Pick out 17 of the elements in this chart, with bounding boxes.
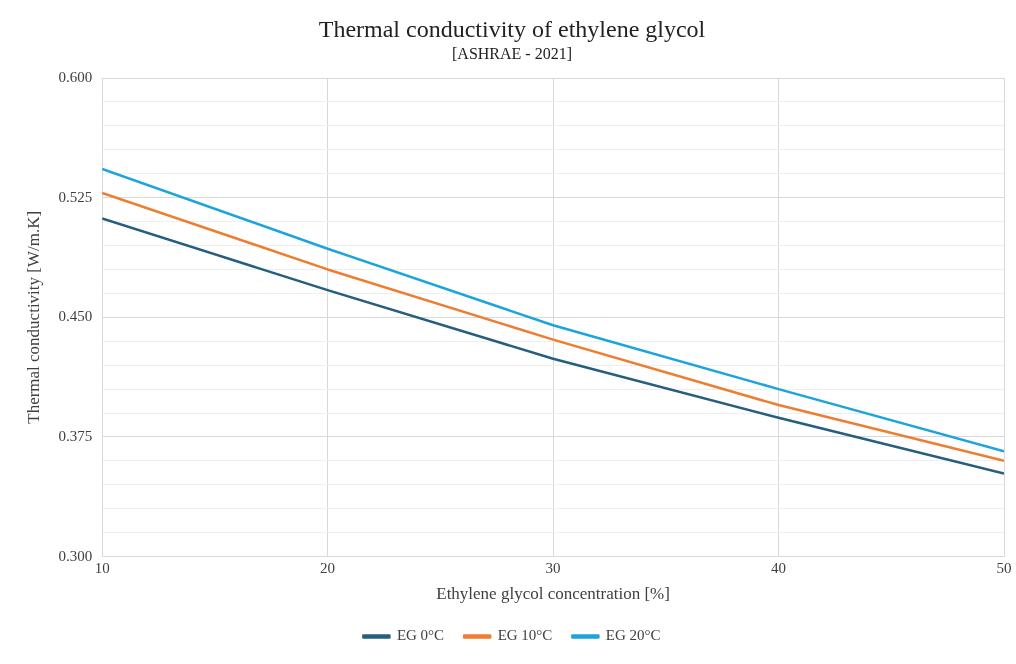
legend-label: EG 10°C: [497, 627, 553, 644]
x-tick-label: 50: [996, 559, 1012, 576]
y-axis-title: Thermal conductivity [W/m.K]: [23, 210, 43, 424]
y-tick-label: 0.600: [58, 68, 93, 85]
y-tick-label: 0.300: [58, 547, 93, 564]
x-tick-label: 20: [320, 559, 336, 576]
chart-subtitle: [ASHRAE - 2021]: [452, 44, 572, 62]
y-tick-label: 0.525: [58, 188, 93, 205]
legend-label: EG 20°C: [605, 627, 661, 644]
x-tick-label: 30: [545, 559, 561, 576]
y-tick-label: 0.375: [58, 427, 93, 444]
legend-label: EG 0°C: [396, 627, 445, 644]
y-tick-label: 0.450: [58, 308, 93, 325]
x-tick-label: 40: [771, 559, 787, 576]
chart-title: Thermal conductivity of ethylene glycol: [318, 15, 706, 42]
x-tick-label: 10: [94, 559, 110, 576]
x-axis-title: Ethylene glycol concentration [%]: [436, 584, 670, 604]
